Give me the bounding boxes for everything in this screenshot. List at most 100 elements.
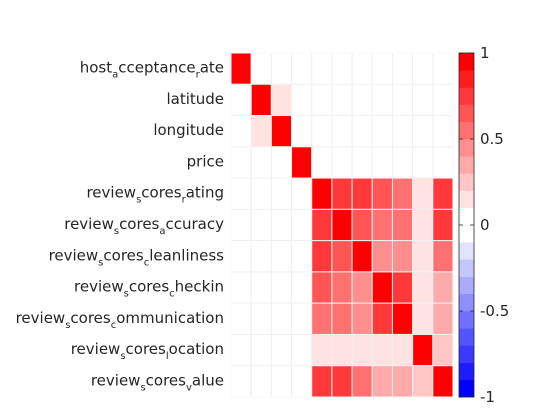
heatmap-cell	[391, 365, 414, 398]
colorbar-segment	[459, 53, 474, 71]
heatmap-cell	[412, 302, 434, 335]
heatmap-cell	[351, 333, 373, 367]
heatmap-cell	[291, 333, 313, 367]
heatmap-cell	[351, 365, 373, 398]
heatmap-cell	[291, 302, 313, 335]
row-label: price	[187, 152, 224, 170]
heatmap-cell	[311, 83, 333, 117]
heatmap-cell	[270, 177, 293, 210]
colorbar-segment	[459, 328, 474, 346]
heatmap-cell	[331, 83, 353, 117]
heatmap-cell	[371, 115, 393, 148]
heatmap-cell	[432, 208, 454, 242]
heatmap-cell	[230, 208, 252, 242]
heatmap-cell	[230, 271, 252, 304]
colorbar-tick-label: 0	[480, 216, 490, 234]
heatmap-cell	[351, 302, 373, 335]
heatmap-cell	[331, 208, 353, 242]
row-label: reviewscoresaccuracy	[64, 215, 224, 237]
heatmap-cell	[311, 302, 333, 335]
heatmap-cell	[331, 146, 353, 179]
heatmap-cell	[391, 177, 414, 210]
heatmap-cell	[412, 115, 434, 148]
heatmap-cell	[371, 240, 393, 273]
colorbar-segment	[459, 173, 474, 191]
heatmap-cell	[391, 302, 414, 335]
heatmap-cell	[432, 302, 454, 335]
heatmap-cell	[291, 208, 313, 242]
heatmap-cell	[250, 177, 272, 210]
heatmap-cell	[270, 271, 293, 304]
row-label: reviewscorescheckin	[74, 278, 224, 300]
heatmap-cell	[412, 177, 434, 210]
heatmap-cell	[371, 52, 393, 85]
colorbar-segment	[459, 87, 474, 105]
row-labels: hostacceptancerate latitude longitude price…	[16, 59, 225, 394]
heatmap-cell	[270, 52, 293, 85]
heatmap-cell	[432, 146, 454, 179]
heatmap-cell	[270, 83, 293, 117]
heatmap-cell	[270, 115, 293, 148]
heatmap-cell	[432, 240, 454, 273]
heatmap-cell	[371, 365, 393, 398]
heatmap-cell	[412, 52, 434, 85]
colorbar-tick-label: -1	[480, 388, 495, 406]
row-label: reviewscoreslocation	[71, 340, 224, 362]
heatmap-cell	[311, 240, 333, 273]
heatmap-cell	[432, 115, 454, 148]
row-label: longitude	[153, 121, 224, 139]
heatmap-cell	[291, 240, 313, 273]
heatmap-cell	[412, 240, 434, 273]
heatmap-cell	[311, 177, 333, 210]
heatmap-cell	[391, 271, 414, 304]
row-label: reviewscoresrating	[86, 184, 224, 206]
heatmap-cell	[432, 177, 454, 210]
heatmap-cell	[291, 271, 313, 304]
heatmap-cell	[331, 115, 353, 148]
heatmap-cell	[331, 52, 353, 85]
heatmap-cell	[371, 83, 393, 117]
heatmap-cell	[270, 240, 293, 273]
heatmap-cell	[250, 271, 272, 304]
heatmap-cell	[270, 146, 293, 179]
heatmap-cell	[230, 83, 252, 117]
heatmap-cell	[331, 177, 353, 210]
heatmap-cell	[432, 271, 454, 304]
colorbar-segment	[459, 345, 474, 363]
heatmap-cell	[311, 333, 333, 367]
heatmap-cell	[331, 365, 353, 398]
heatmap-cell	[412, 271, 434, 304]
heatmap-cell	[391, 208, 414, 242]
heatmap-cell	[311, 52, 333, 85]
heatmap-cell	[230, 52, 252, 85]
heatmap-cell	[391, 240, 414, 273]
heatmap-cell	[351, 177, 373, 210]
heatmap-cell	[230, 240, 252, 273]
heatmap-cell	[371, 271, 393, 304]
heatmap-cell	[432, 52, 454, 85]
heatmap-cell	[291, 83, 313, 117]
heatmap-cell	[391, 115, 414, 148]
heatmap-cell	[230, 177, 252, 210]
heatmap-cell	[270, 208, 293, 242]
colorbar-tick-label: 1	[480, 44, 490, 62]
colorbar-segment	[459, 311, 474, 329]
heatmap-cell	[351, 83, 373, 117]
heatmap-cell	[250, 208, 272, 242]
colorbar-segment	[459, 70, 474, 88]
heatmap-cell	[391, 52, 414, 85]
row-label: hostacceptancerate	[80, 59, 224, 81]
heatmap-cell	[412, 365, 434, 398]
heatmap-cell	[250, 240, 272, 273]
colorbar-segment	[459, 362, 474, 381]
colorbar-segment	[459, 259, 474, 277]
row-label: reviewscorescommunication	[16, 309, 224, 331]
heatmap-cell	[371, 333, 393, 367]
colorbar-segment	[459, 225, 474, 243]
heatmap-cell	[391, 333, 414, 367]
heatmap-cell	[412, 146, 434, 179]
heatmap-cell	[311, 115, 333, 148]
colorbar-segment	[459, 121, 474, 140]
colorbar-tick-label: -0.5	[480, 302, 509, 320]
